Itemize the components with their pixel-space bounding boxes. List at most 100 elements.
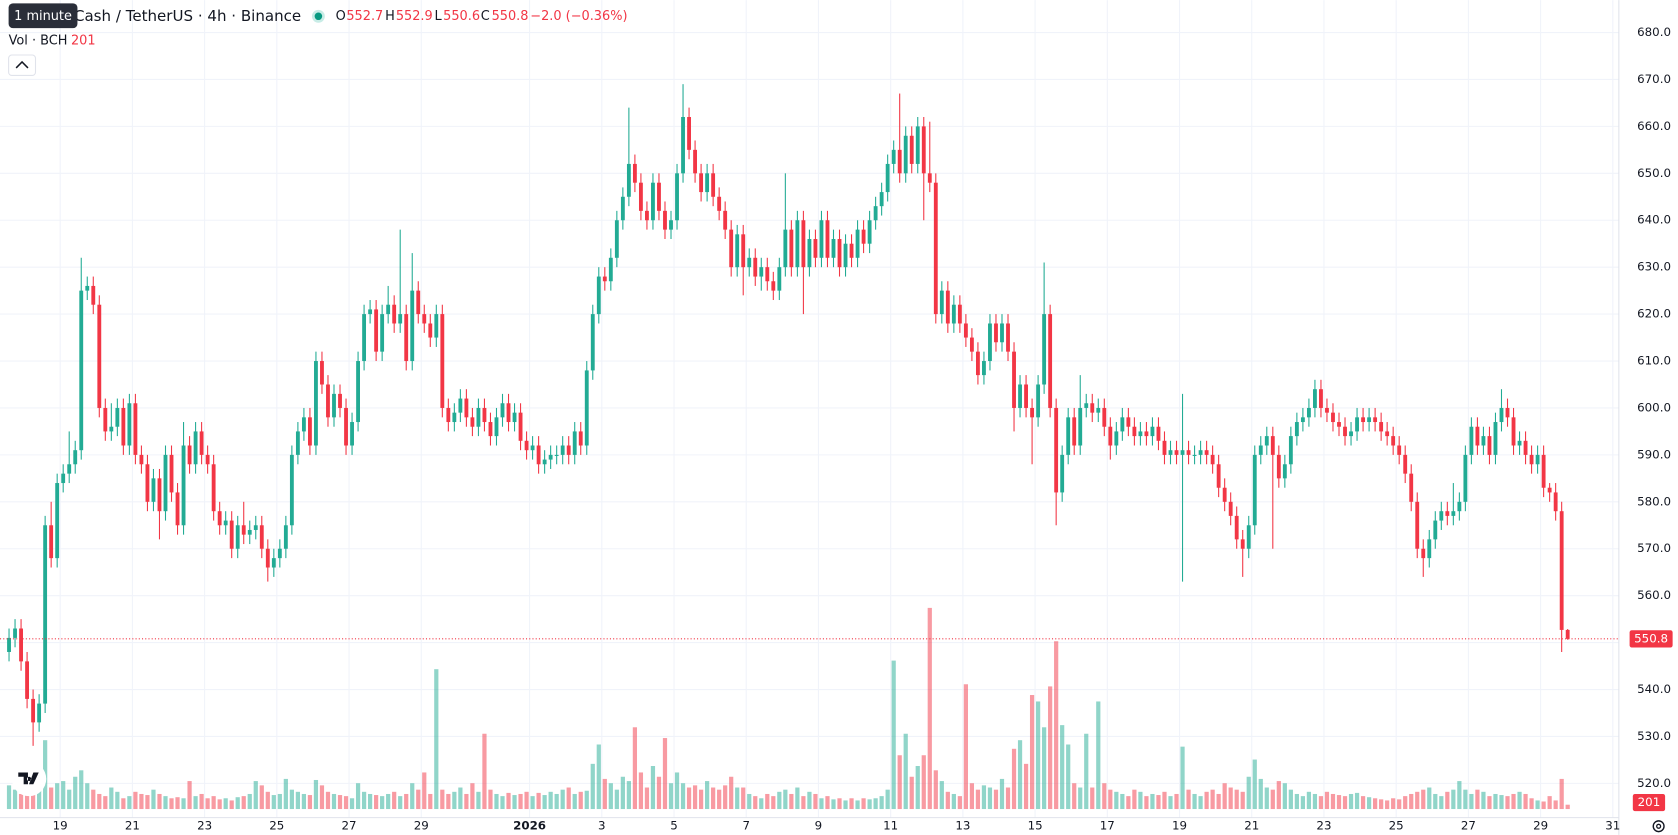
volume-bar	[482, 733, 487, 810]
candle-body	[181, 445, 186, 526]
candle-body	[1222, 487, 1227, 502]
volume-bar	[1090, 787, 1095, 810]
y-tick-label: 600.0	[1637, 400, 1671, 414]
candle-body	[849, 243, 854, 258]
candle-body	[1337, 422, 1341, 427]
candle-body	[163, 454, 168, 512]
candle-body	[79, 290, 84, 451]
candle-body	[554, 454, 559, 456]
volume-bar	[584, 790, 589, 810]
volume-bar	[1511, 793, 1516, 810]
volume-bar	[831, 799, 836, 810]
candle-body	[1367, 417, 1372, 423]
volume-bar	[49, 787, 54, 810]
y-tick-label: 560.0	[1637, 588, 1671, 602]
candle-body	[620, 196, 625, 221]
volume-bar	[807, 791, 812, 810]
candle-body	[675, 173, 679, 221]
x-tick-label: 9	[815, 819, 823, 833]
candle-body	[151, 478, 156, 502]
volume-bar	[1120, 793, 1125, 810]
x-tick-label: 23	[197, 819, 212, 833]
candle-body	[133, 403, 138, 455]
candle-body	[1517, 440, 1522, 446]
volume-bar	[127, 796, 132, 810]
volume-bar	[452, 791, 457, 810]
candle-body	[602, 276, 607, 282]
candle-body	[1547, 487, 1552, 493]
last-volume-box	[1632, 793, 1666, 812]
gear[interactable]	[1652, 820, 1665, 833]
x-tick-label: 17	[1100, 819, 1115, 833]
candle-body	[1385, 431, 1390, 437]
volume-last: 201	[71, 34, 96, 49]
candle-body	[1180, 450, 1185, 455]
x-tick-label: 27	[342, 819, 357, 833]
candle-body	[988, 323, 992, 362]
candle-body	[1198, 450, 1203, 455]
volume-bar	[1017, 740, 1023, 810]
candle-body	[199, 431, 204, 455]
candle-body	[139, 454, 144, 465]
candle-body	[1499, 407, 1504, 423]
x-tick-label: 25	[1389, 819, 1404, 833]
candle-body	[1186, 450, 1191, 455]
volume-bar	[313, 779, 319, 810]
candle-body	[1529, 454, 1534, 465]
volume-bar	[265, 791, 270, 810]
volume-bar	[1216, 793, 1221, 810]
volume-bar	[530, 796, 535, 810]
volume-bar	[404, 793, 409, 810]
y-tick-label: 540.0	[1637, 682, 1671, 696]
candle-body	[813, 239, 818, 258]
candle-body	[1216, 464, 1221, 488]
candle-body	[1331, 412, 1335, 423]
candle-body	[55, 483, 60, 559]
volume-bar	[1463, 789, 1468, 810]
candle-body	[614, 220, 619, 258]
candle-body	[1325, 407, 1329, 413]
candle-body	[277, 548, 282, 559]
volume-bar	[921, 755, 926, 810]
volume-bar	[867, 799, 872, 810]
volume-bar	[1005, 787, 1011, 810]
candle-body	[85, 285, 90, 291]
candle-body	[422, 314, 427, 324]
candle-body	[452, 412, 457, 423]
x-tick-label: 23	[1316, 819, 1331, 833]
candle-body	[572, 431, 577, 455]
volume-bar	[1354, 792, 1360, 810]
candle-body	[855, 229, 860, 258]
volume-bar	[1439, 796, 1444, 810]
candle-body	[939, 290, 944, 315]
y-tick-label: 580.0	[1637, 494, 1671, 508]
last-price-label: 550.8	[1634, 631, 1668, 645]
collapse-button[interactable]	[8, 54, 37, 76]
volume-bar	[434, 669, 439, 810]
volume-bar	[67, 789, 72, 810]
volume-bar	[771, 796, 776, 810]
candle-body	[308, 417, 312, 446]
candle-body	[560, 445, 565, 455]
volume-bar	[620, 776, 625, 810]
candle-body	[1006, 323, 1010, 352]
volume-bar	[97, 793, 102, 810]
candle-body	[175, 492, 180, 526]
x-tick-label: 19	[1172, 819, 1187, 833]
candle-body	[1108, 426, 1113, 446]
candle-body	[512, 412, 517, 423]
candle-body	[1114, 431, 1119, 446]
volume-bar	[386, 793, 391, 810]
last-price-box	[1629, 630, 1673, 648]
settings-icon[interactable]	[1652, 820, 1665, 833]
candle-body	[699, 173, 704, 193]
candle-body	[1313, 389, 1317, 408]
candle-body	[975, 351, 980, 376]
volume-bar	[121, 798, 126, 810]
volume-bar	[1517, 791, 1522, 810]
volume-bar	[12, 789, 18, 810]
volume-bar	[247, 793, 252, 810]
logo	[18, 772, 39, 785]
y-tick-label: 650.0	[1637, 166, 1671, 180]
volume-bar	[422, 772, 427, 810]
